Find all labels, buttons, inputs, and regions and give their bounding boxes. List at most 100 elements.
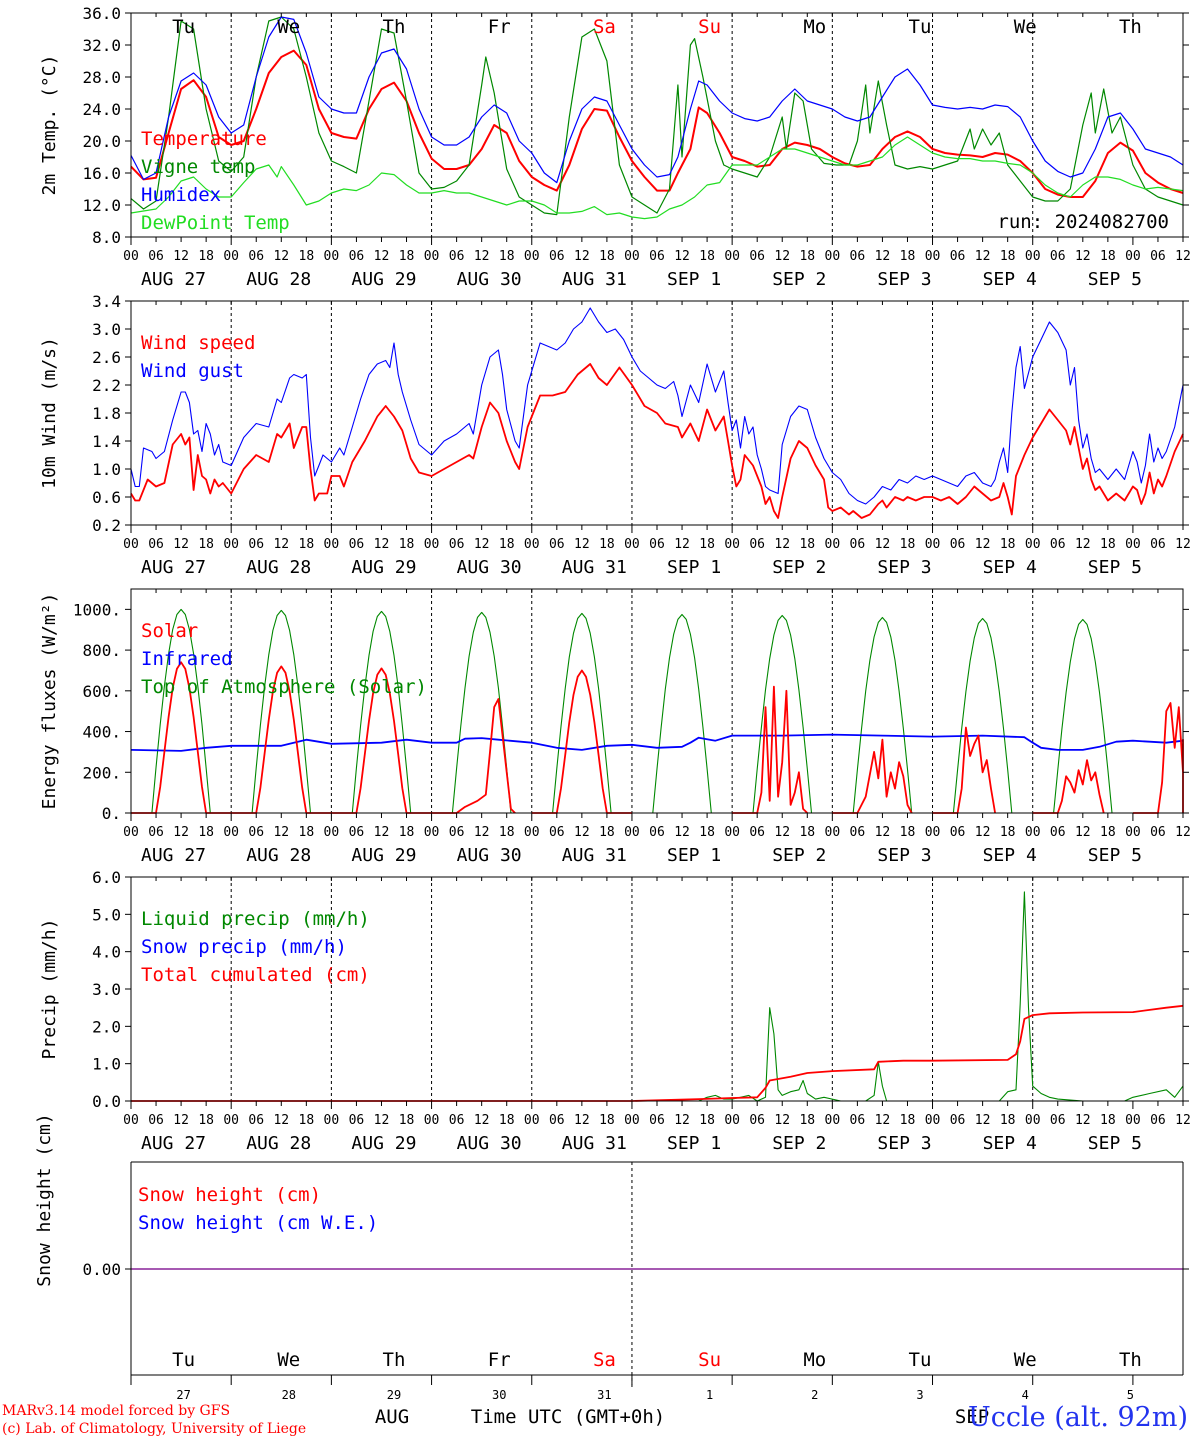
hour-tick-label: 06 — [148, 249, 164, 264]
hour-tick-label: 12 — [1175, 537, 1191, 552]
hour-tick-label: 00 — [925, 537, 941, 552]
series-line-infrared — [130, 733, 1184, 752]
date-label: SEP 4 — [983, 1133, 1037, 1154]
date-label: SEP 3 — [877, 269, 931, 290]
date-label: SEP 1 — [667, 269, 721, 290]
date-label: AUG 30 — [457, 845, 522, 866]
hour-tick-label: 12 — [574, 1113, 590, 1128]
hour-tick-label: 12 — [774, 537, 790, 552]
hour-tick-label: 12 — [173, 537, 189, 552]
y-tick-label: 2.0 — [92, 1017, 121, 1036]
day-name-bottom: Sa — [593, 1349, 616, 1371]
hour-tick-label: 06 — [148, 1113, 164, 1128]
hour-tick-label: 12 — [374, 537, 390, 552]
date-label: AUG 31 — [562, 845, 627, 866]
date-label: AUG 28 — [246, 557, 311, 578]
date-label: AUG 29 — [351, 557, 416, 578]
hour-tick-label: 12 — [975, 537, 991, 552]
series-line-solar — [531, 669, 632, 814]
hour-tick-label: 12 — [574, 537, 590, 552]
hour-tick-label: 00 — [524, 249, 540, 264]
month-label: AUG — [375, 1406, 409, 1428]
y-tick-label: 1.0 — [92, 1055, 121, 1074]
legend-entry: Snow height (cm W.E.) — [138, 1212, 378, 1234]
hour-tick-label: 18 — [699, 537, 715, 552]
hour-tick-label: 12 — [1075, 249, 1091, 264]
series-line-temp-2 — [130, 16, 1184, 184]
hour-tick-label: 12 — [1075, 537, 1091, 552]
date-label: AUG 27 — [141, 1133, 206, 1154]
y-tick-label: 800. — [82, 641, 121, 660]
hour-tick-label: 18 — [699, 249, 715, 264]
legend-entry: Wind speed — [141, 332, 255, 354]
legend-entry: Total cumulated (cm) — [141, 964, 370, 986]
hour-tick-label: 18 — [799, 1113, 815, 1128]
day-name-top: Th — [1119, 16, 1142, 38]
date-label: SEP 3 — [877, 845, 931, 866]
hour-tick-label: 00 — [1125, 825, 1141, 840]
hour-tick-label: 00 — [223, 825, 239, 840]
hour-tick-label: 18 — [299, 1113, 315, 1128]
hour-tick-label: 12 — [374, 1113, 390, 1128]
day-number: 1 — [706, 1388, 713, 1402]
hour-tick-label: 12 — [674, 537, 690, 552]
hour-tick-label: 00 — [925, 1113, 941, 1128]
legend-entry: Snow precip (mm/h) — [141, 936, 347, 958]
series-line-temp-3 — [130, 136, 1184, 220]
y-tick-label: 3.4 — [92, 292, 121, 311]
hour-tick-label: 12 — [975, 1113, 991, 1128]
y-tick-label: 36.0 — [82, 4, 121, 23]
hour-tick-label: 12 — [975, 249, 991, 264]
y-tick-label: 24.0 — [82, 100, 121, 119]
hour-tick-label: 06 — [349, 825, 365, 840]
date-label: SEP 2 — [772, 269, 826, 290]
series-line-solar — [1032, 759, 1105, 814]
hour-tick-label: 18 — [599, 825, 615, 840]
y-tick-label: 2.6 — [92, 348, 121, 367]
date-label: SEP 1 — [667, 557, 721, 578]
hour-tick-label: 00 — [223, 249, 239, 264]
hour-tick-label: 06 — [749, 537, 765, 552]
hour-tick-label: 00 — [123, 537, 139, 552]
hour-tick-label: 06 — [549, 249, 565, 264]
hour-tick-label: 00 — [324, 825, 340, 840]
hour-tick-label: 12 — [474, 537, 490, 552]
hour-tick-label: 00 — [223, 1113, 239, 1128]
y-axis-label: Snow height (cm) — [34, 1113, 55, 1286]
hour-tick-label: 00 — [724, 537, 740, 552]
hour-tick-label: 00 — [825, 249, 841, 264]
date-label: SEP 2 — [772, 845, 826, 866]
day-name-bottom: Su — [698, 1349, 721, 1371]
hour-tick-label: 00 — [825, 1113, 841, 1128]
y-tick-label: 4.0 — [92, 943, 121, 962]
hour-tick-label: 00 — [724, 825, 740, 840]
hour-tick-label: 06 — [549, 1113, 565, 1128]
series-line-solar — [832, 738, 913, 814]
hour-tick-label: 12 — [875, 825, 891, 840]
y-tick-label: 6.0 — [92, 868, 121, 887]
hour-tick-label: 06 — [749, 1113, 765, 1128]
day-number: 30 — [492, 1388, 506, 1402]
hour-tick-label: 06 — [248, 1113, 264, 1128]
hour-tick-label: 06 — [349, 537, 365, 552]
hour-tick-label: 00 — [424, 537, 440, 552]
day-name-bottom: Th — [1119, 1349, 1142, 1371]
date-label: AUG 31 — [562, 1133, 627, 1154]
hour-tick-label: 00 — [1025, 249, 1041, 264]
y-tick-label: 8.0 — [92, 228, 121, 247]
hour-tick-label: 18 — [399, 537, 415, 552]
hour-tick-label: 00 — [724, 249, 740, 264]
hour-tick-label: 12 — [1175, 249, 1191, 264]
hour-tick-label: 12 — [173, 1113, 189, 1128]
hour-tick-label: 12 — [875, 1113, 891, 1128]
date-label: SEP 1 — [667, 1133, 721, 1154]
hour-tick-label: 06 — [148, 537, 164, 552]
hour-tick-label: 12 — [273, 1113, 289, 1128]
hour-tick-label: 12 — [875, 249, 891, 264]
hour-tick-label: 00 — [424, 825, 440, 840]
date-label: AUG 27 — [141, 269, 206, 290]
day-number: 31 — [597, 1388, 611, 1402]
hour-tick-label: 00 — [424, 1113, 440, 1128]
day-number: 2 — [811, 1388, 818, 1402]
